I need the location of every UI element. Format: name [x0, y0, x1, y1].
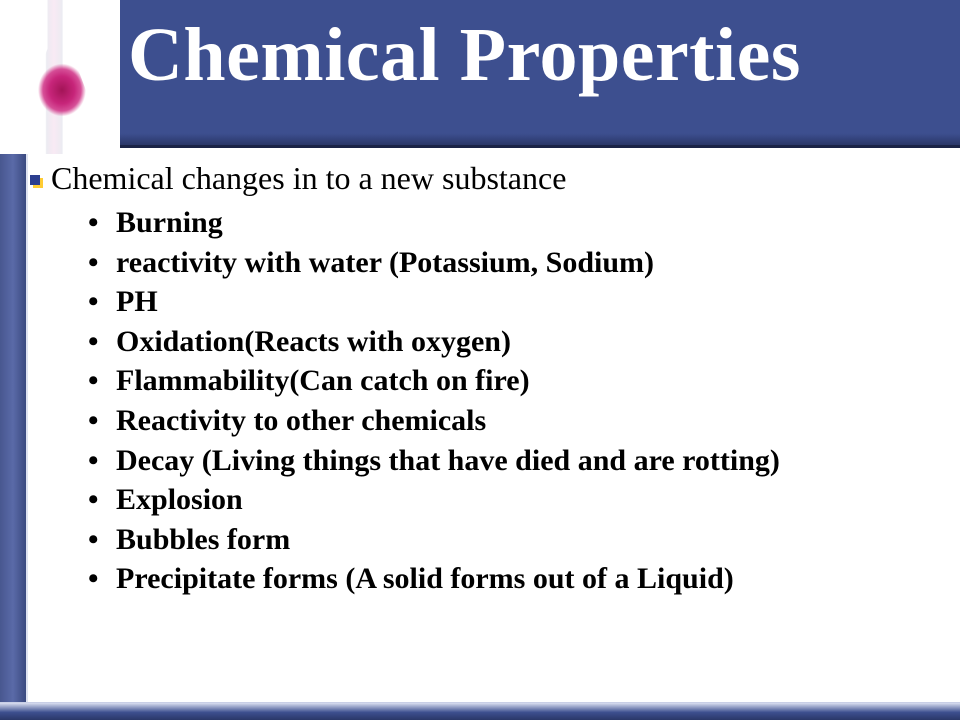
subtitle-row: Chemical changes in to a new substance: [30, 160, 952, 197]
list-item: Explosion: [88, 480, 952, 520]
flask-icon: [0, 0, 120, 154]
slide-title: Chemical Properties: [128, 12, 801, 99]
slide-footer-bar: [0, 702, 960, 720]
list-item: Bubbles form: [88, 520, 952, 560]
list-item: Burning: [88, 203, 952, 243]
list-item: Decay (Living things that have died and …: [88, 441, 952, 481]
list-item: Flammability(Can catch on fire): [88, 361, 952, 401]
slide-subtitle: Chemical changes in to a new substance: [51, 160, 566, 197]
list-item: Precipitate forms (A solid forms out of …: [88, 559, 952, 599]
list-item: Oxidation(Reacts with oxygen): [88, 322, 952, 362]
slide-header: Chemical Properties: [0, 0, 960, 155]
properties-list: Burning reactivity with water (Potassium…: [88, 203, 952, 599]
square-bullet-icon: [30, 175, 43, 188]
list-item: Reactivity to other chemicals: [88, 401, 952, 441]
list-item: PH: [88, 282, 952, 322]
slide-content: Chemical changes in to a new substance B…: [30, 160, 952, 599]
left-sidebar-strip: [0, 154, 26, 720]
list-item: reactivity with water (Potassium, Sodium…: [88, 243, 952, 283]
